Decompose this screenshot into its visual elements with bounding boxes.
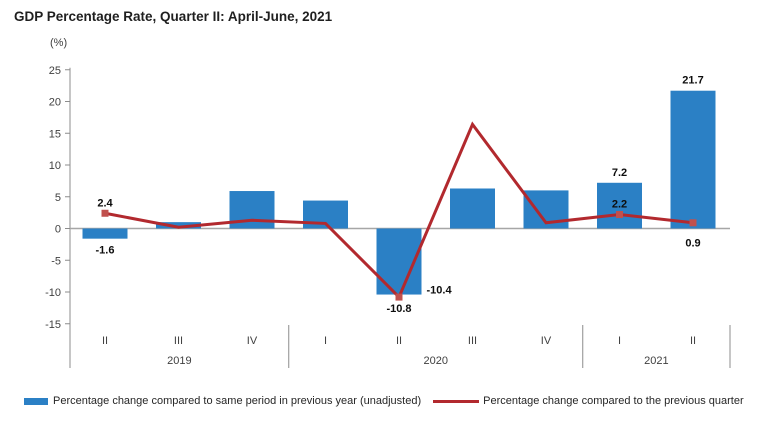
x-axis-quarter-label: III: [468, 335, 477, 347]
y-axis-tick-label: 0: [55, 224, 61, 236]
legend-bar-label: Percentage change compared to same perio…: [53, 395, 422, 407]
x-axis-quarter-label: IV: [247, 335, 258, 347]
plot-area: 25 20 15 10 5 0 -5 -10 -15 -1.6 -10.4 7.2 21.7 2.4 -10…: [45, 65, 731, 368]
x-axis-quarter-label: I: [618, 335, 621, 347]
legend: Percentage change compared to same perio…: [24, 395, 756, 407]
y-axis-unit-label: (%): [50, 37, 68, 49]
line-data-label: 2.4: [97, 197, 113, 209]
line-data-label: 2.2: [612, 199, 627, 211]
line-marker: [395, 293, 403, 301]
y-axis-tick-label: 25: [49, 65, 61, 77]
line-data-label: -10.8: [386, 303, 411, 315]
x-axis-quarter-label: III: [174, 335, 183, 347]
y-axis-tick-label: 5: [55, 192, 61, 204]
x-axis-quarter-label: II: [690, 335, 696, 347]
line-data-label: 0.9: [685, 238, 700, 250]
bar-data-label: 21.7: [682, 75, 703, 87]
bar-2019-II: [82, 228, 128, 239]
y-axis-tick-label: 10: [49, 160, 61, 172]
line-marker: [101, 209, 109, 217]
y-axis-tick-label: -15: [45, 319, 61, 331]
bar-data-label: -10.4: [427, 285, 453, 297]
y-axis-tick-label: 15: [49, 128, 61, 140]
x-axis-quarter-label: IV: [541, 335, 552, 347]
x-axis-quarter-label: II: [102, 335, 108, 347]
bar-2020-III: [450, 188, 495, 229]
x-axis-year-label: 2019: [167, 355, 191, 367]
bar-2019-III: [156, 222, 201, 229]
bar-data-label: 7.2: [612, 167, 627, 179]
legend-line-swatch: [433, 399, 480, 403]
y-axis-tick-label: -10: [45, 287, 61, 299]
y-axis-tick-label: 20: [49, 97, 61, 109]
bar-2021-I: [597, 182, 642, 229]
x-axis-quarter-label: II: [396, 335, 402, 347]
legend-line-label: Percentage change compared to the previo…: [483, 395, 744, 407]
line-marker: [616, 211, 623, 219]
line-marker: [689, 219, 697, 227]
bar-data-label: -1.6: [96, 245, 115, 257]
x-axis-year-label: 2020: [424, 355, 448, 367]
chart-title: GDP Percentage Rate, Quarter II: April-J…: [14, 9, 333, 24]
x-axis-year-label: 2021: [644, 355, 668, 367]
y-axis-tick-label: -5: [51, 255, 61, 267]
x-axis-quarter-label: I: [324, 335, 327, 347]
legend-bar-swatch: [24, 397, 48, 405]
bar-2021-II: [670, 90, 716, 229]
